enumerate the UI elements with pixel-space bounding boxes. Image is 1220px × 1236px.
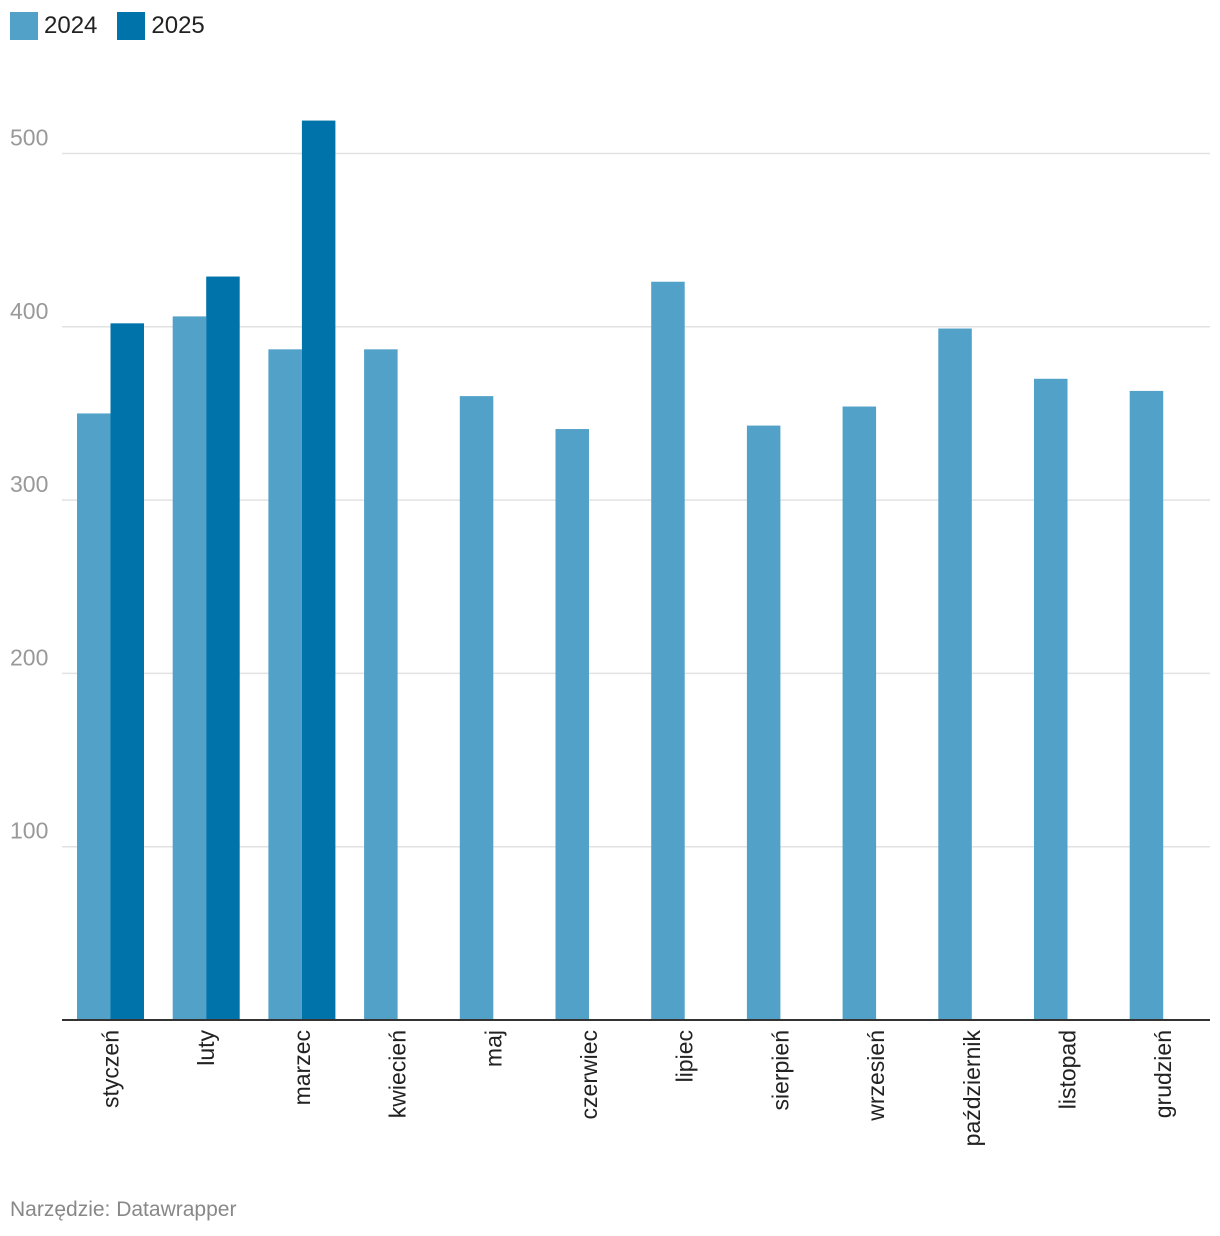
x-tick-label-12: grudzień — [1150, 1030, 1176, 1118]
x-tick-label-9: wrzesień — [863, 1030, 889, 1122]
legend-item-2025: 2025 — [117, 12, 205, 40]
bar-2024-1 — [77, 413, 111, 1020]
bar-2024-12 — [1129, 390, 1164, 1020]
bar-2024-8 — [746, 425, 781, 1020]
x-tick-label-3: marzec — [289, 1030, 315, 1105]
legend: 2024 2025 — [10, 12, 225, 40]
y-tick-label-400: 400 — [10, 298, 48, 324]
y-tick-label-200: 200 — [10, 644, 48, 670]
y-tick-label-100: 100 — [10, 818, 48, 844]
x-tick-label-5: maj — [480, 1030, 506, 1067]
legend-swatch-2025 — [117, 12, 146, 40]
bar-2024-6 — [555, 429, 589, 1020]
bar-2025-2 — [206, 276, 240, 1021]
bar-2024-3 — [268, 349, 302, 1021]
bar-2024-11 — [1034, 378, 1068, 1020]
x-tick-label-2: luty — [193, 1030, 219, 1066]
bar-2024-2 — [172, 316, 207, 1021]
bar-2025-1 — [110, 323, 144, 1021]
source-note: Narzędzie: Datawrapper — [10, 1198, 237, 1221]
x-tick-label-6: czerwiec — [576, 1030, 602, 1119]
legend-item-2024: 2024 — [10, 12, 97, 40]
x-tick-label-4: kwiecień — [385, 1030, 411, 1118]
bar-2024-5 — [459, 396, 494, 1020]
x-tick-label-7: lipiec — [672, 1030, 698, 1082]
legend-swatch-2024 — [10, 12, 38, 40]
x-tick-label-11: listopad — [1055, 1030, 1081, 1109]
legend-label-2024: 2024 — [44, 12, 98, 39]
bar-2024-4 — [364, 349, 398, 1021]
bar-2024-10 — [938, 328, 972, 1021]
legend-label-2025: 2025 — [151, 12, 205, 39]
bar-chart: 100 200 300 400 500 styczeń luty marzec kwiecień… — [10, 120, 1210, 1147]
y-tick-label-500: 500 — [10, 125, 48, 151]
y-tick-label-300: 300 — [10, 471, 48, 497]
bar-2025-3 — [301, 120, 336, 1020]
bar-2024-9 — [842, 406, 877, 1020]
x-tick-label-1: styczeń — [98, 1030, 124, 1108]
x-tick-label-10: październik — [959, 1030, 985, 1147]
x-tick-label-8: sierpień — [767, 1030, 793, 1111]
bar-2024-7 — [651, 281, 685, 1020]
